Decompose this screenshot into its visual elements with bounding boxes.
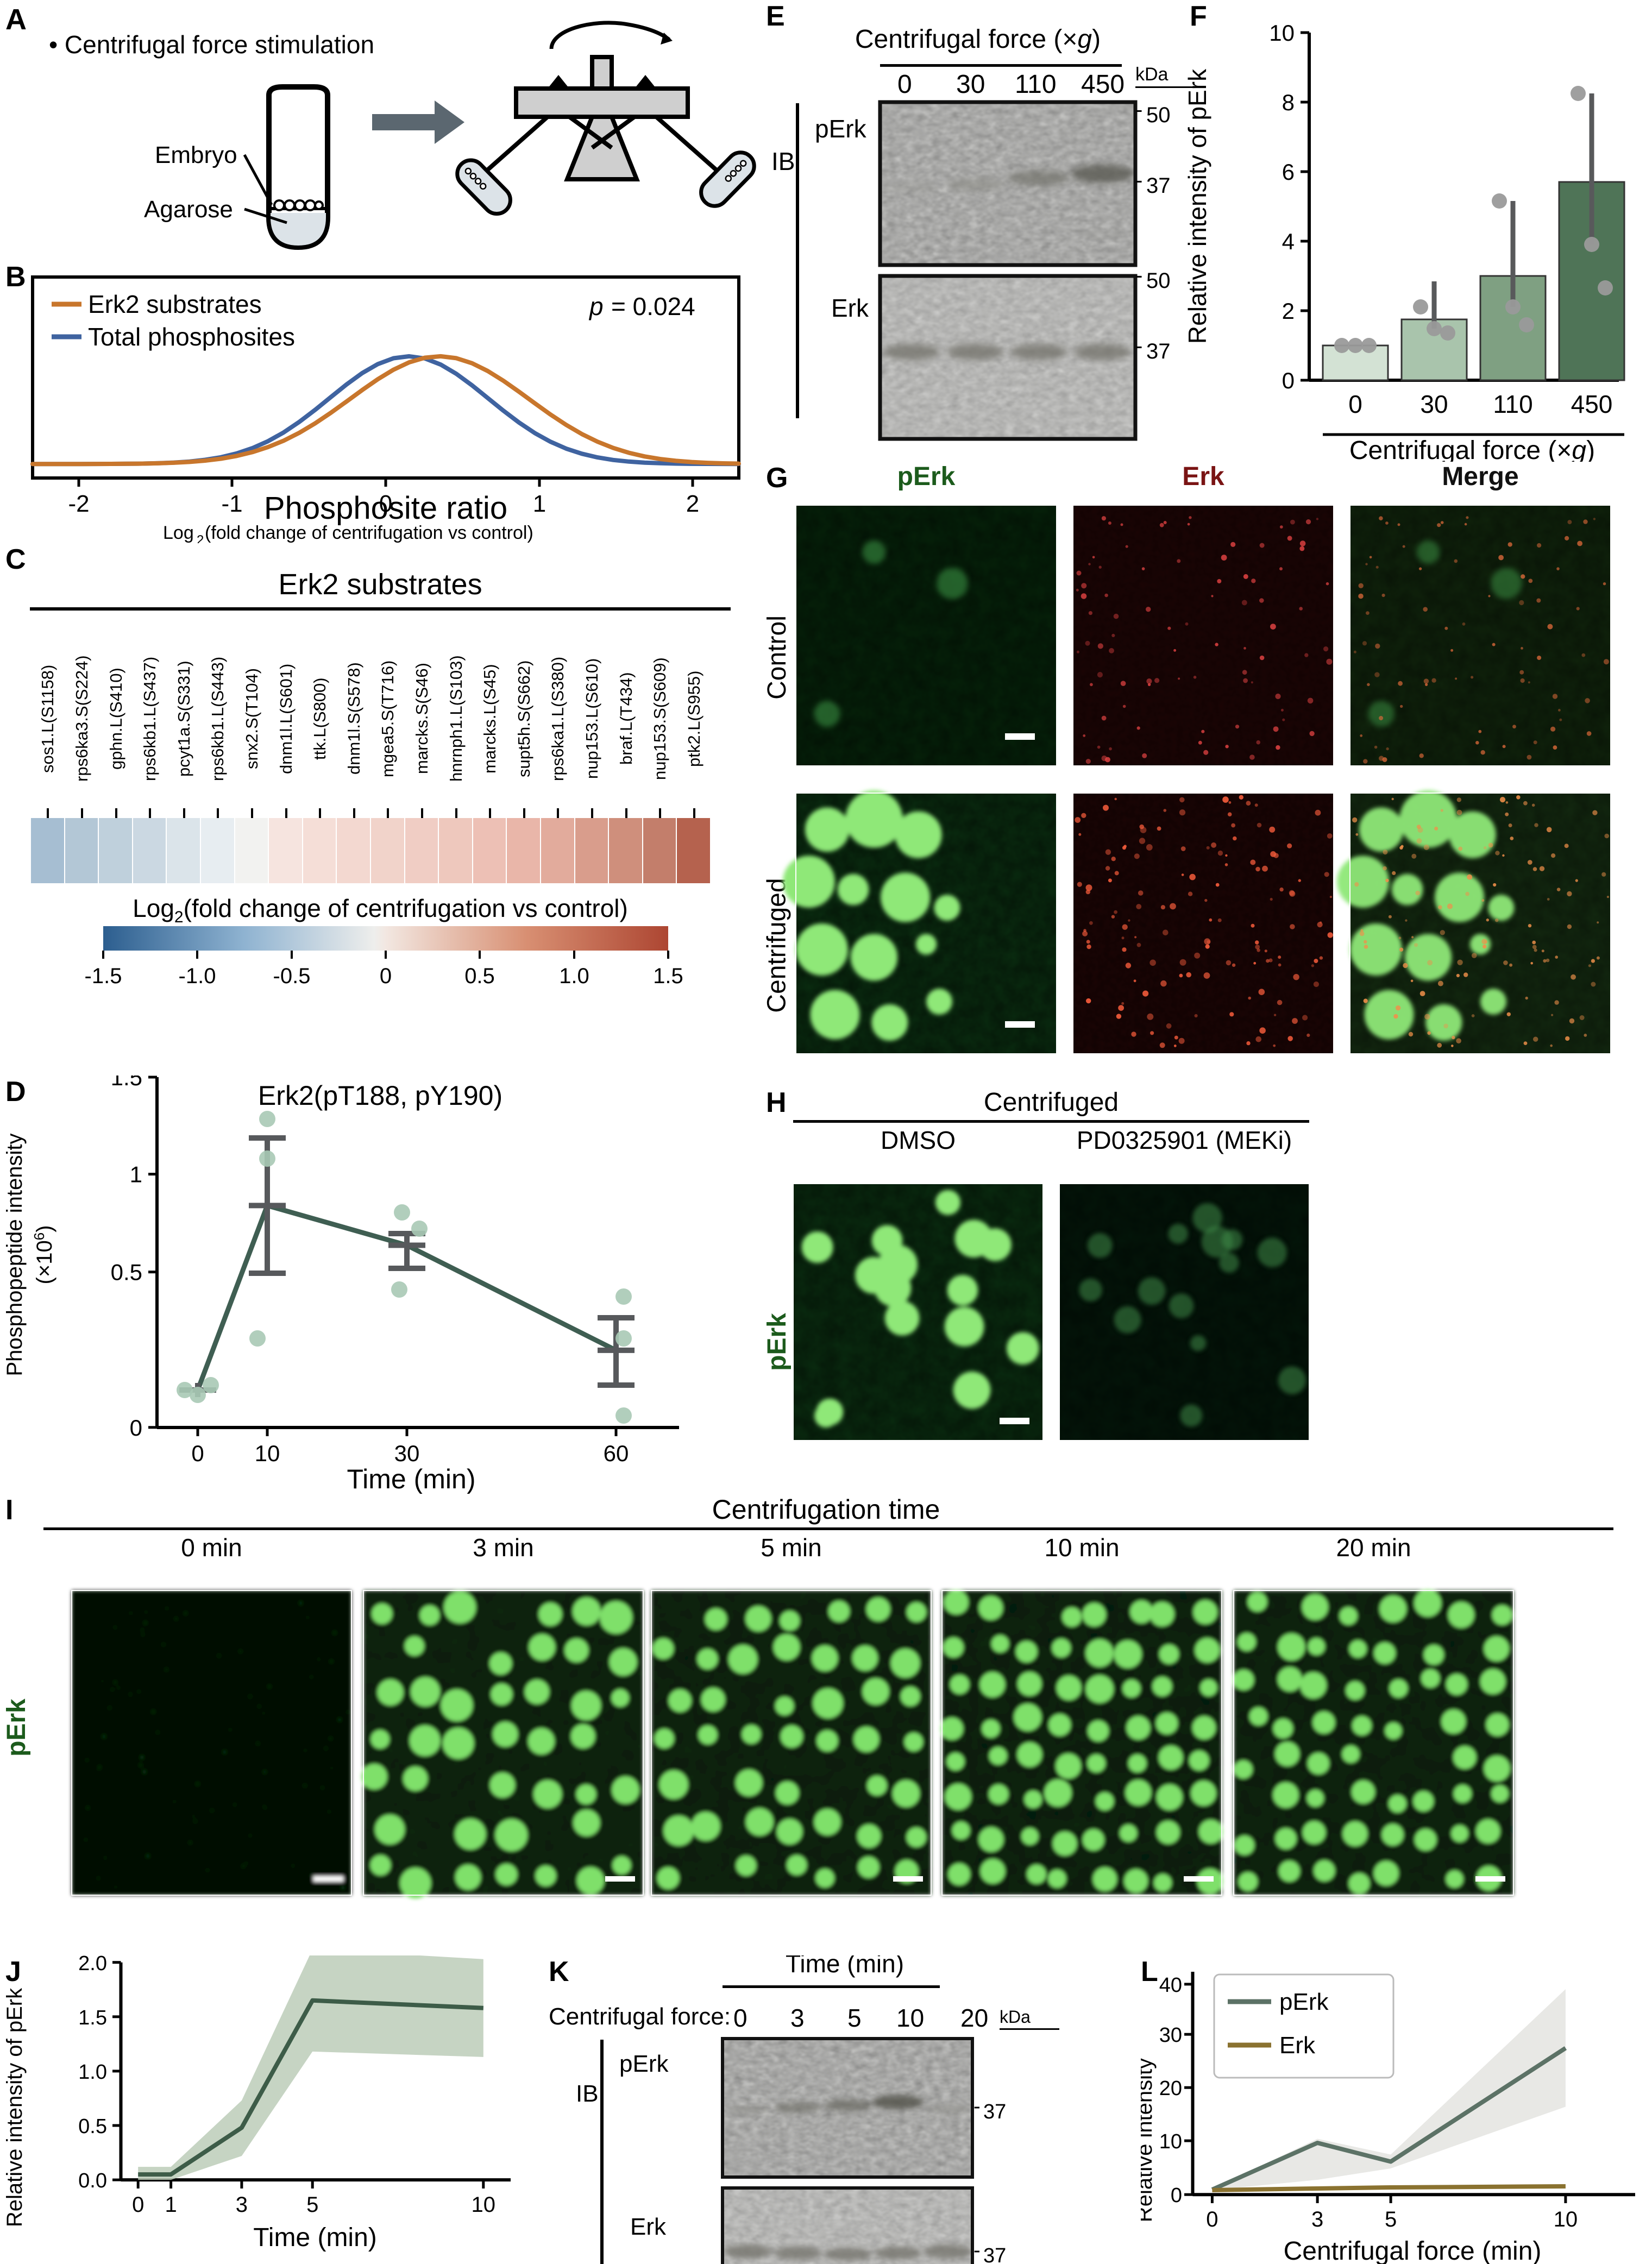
svg-text:1.0: 1.0 (78, 2061, 107, 2084)
svg-text:50: 50 (1146, 103, 1171, 127)
svg-text:-2: -2 (68, 490, 89, 517)
svg-text:110: 110 (1493, 390, 1532, 418)
svg-text:60: 60 (604, 1441, 629, 1466)
svg-text:30: 30 (1420, 390, 1448, 418)
svg-text:6: 6 (1282, 159, 1295, 185)
svg-text:5: 5 (1385, 2208, 1397, 2231)
svg-text:0: 0 (1348, 390, 1362, 418)
svg-text:-: - (1135, 168, 1142, 192)
svg-text:0.5: 0.5 (78, 2115, 107, 2138)
svg-text:1: 1 (165, 2193, 177, 2217)
svg-text:37: 37 (983, 2244, 1006, 2264)
svg-text:37: 37 (983, 2101, 1006, 2123)
svg-text:1.5: 1.5 (653, 964, 683, 988)
svg-text:-0.5: -0.5 (273, 964, 311, 988)
svg-text:= 0.024: = 0.024 (611, 292, 695, 320)
svg-text:0.5: 0.5 (111, 1260, 142, 1285)
svg-text:Log: Log (163, 523, 194, 543)
svg-text:10: 10 (255, 1441, 280, 1466)
svg-text:2: 2 (197, 533, 204, 543)
svg-text:Time (min): Time (min) (253, 2223, 377, 2252)
svg-text:0: 0 (1282, 368, 1295, 393)
svg-text:Total phosphosites: Total phosphosites (88, 323, 295, 351)
svg-text:-: - (973, 2239, 981, 2262)
svg-text:1: 1 (533, 490, 546, 517)
svg-text:10: 10 (1554, 2208, 1578, 2231)
svg-text:2: 2 (1282, 298, 1295, 324)
svg-text:Time (min): Time (min) (347, 1464, 475, 1494)
svg-text:Relative intensity of pErk: Relative intensity of pErk (1184, 68, 1211, 344)
svg-text:Relative intensity of pErk: Relative intensity of pErk (3, 1988, 27, 2227)
svg-text:30: 30 (394, 1441, 420, 1466)
svg-text:37: 37 (1146, 339, 1171, 363)
svg-text:1: 1 (130, 1162, 142, 1187)
svg-text:0: 0 (130, 1415, 142, 1441)
svg-text:3: 3 (236, 2193, 248, 2217)
svg-text:0: 0 (1206, 2208, 1218, 2231)
svg-text:5: 5 (306, 2193, 318, 2217)
svg-text:Agarose: Agarose (144, 196, 233, 223)
svg-text:0: 0 (380, 964, 392, 988)
svg-text:0: 0 (1171, 2184, 1182, 2207)
svg-text:8: 8 (1282, 90, 1295, 115)
svg-text:0: 0 (191, 1441, 204, 1466)
svg-text:10: 10 (1159, 2130, 1182, 2153)
svg-text:10: 10 (472, 2193, 496, 2217)
svg-text:-: - (1135, 98, 1142, 122)
svg-text:0.0: 0.0 (78, 2169, 107, 2192)
svg-text:-1: -1 (221, 490, 242, 517)
svg-text:-: - (973, 2095, 981, 2118)
svg-text:-: - (1135, 334, 1142, 358)
svg-text:-1.5: -1.5 (85, 964, 122, 988)
svg-text:1.5: 1.5 (111, 1076, 142, 1090)
svg-text:50: 50 (1146, 269, 1171, 293)
svg-text:Relative intensity: Relative intensity (1141, 2058, 1157, 2222)
svg-text:2.0: 2.0 (78, 1955, 107, 1975)
svg-text:450: 450 (1571, 390, 1613, 418)
svg-text:Embryo: Embryo (155, 142, 237, 168)
svg-text:40: 40 (1159, 1974, 1182, 1997)
svg-text:30: 30 (1159, 2024, 1182, 2047)
svg-text:20: 20 (1159, 2077, 1182, 2100)
svg-text:Phosphopeptide intensity: Phosphopeptide intensity (3, 1134, 27, 1376)
svg-text:0: 0 (132, 2193, 144, 2217)
svg-text:Centrifugal force (min): Centrifugal force (min) (1284, 2237, 1542, 2264)
svg-text:-: - (1135, 263, 1142, 287)
svg-text:2: 2 (686, 490, 699, 517)
svg-text:0.5: 0.5 (464, 964, 495, 988)
svg-text:p: p (588, 292, 604, 320)
svg-text:Erk2 substrates: Erk2 substrates (88, 290, 262, 318)
svg-text:Centrifugal force (×g): Centrifugal force (×g) (1349, 436, 1595, 462)
svg-text:(×106): (×106) (31, 1225, 56, 1285)
svg-text:(fold change of centrifugation: (fold change of centrifugation vs contro… (205, 523, 533, 543)
svg-text:-1.0: -1.0 (179, 964, 216, 988)
svg-text:Phosphosite ratio: Phosphosite ratio (264, 490, 507, 526)
svg-text:4: 4 (1282, 229, 1295, 254)
svg-text:1.0: 1.0 (559, 964, 589, 988)
svg-text:10: 10 (1269, 20, 1295, 46)
svg-text:1.5: 1.5 (78, 2007, 107, 2029)
svg-text:pErk: pErk (1279, 1989, 1329, 2015)
svg-text:3: 3 (1311, 2208, 1323, 2231)
svg-text:37: 37 (1146, 174, 1171, 198)
svg-text:Erk: Erk (1279, 2032, 1316, 2059)
